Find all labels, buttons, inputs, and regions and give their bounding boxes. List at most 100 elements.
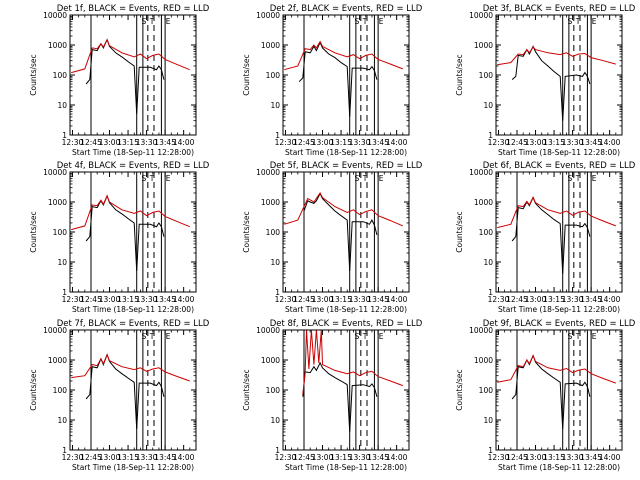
y-tick-label: 1000 bbox=[474, 198, 493, 207]
chart-panel: Det 4f, BLACK = Events, RED = LLD Counts/… bbox=[29, 161, 210, 314]
plot-frame bbox=[69, 14, 197, 136]
x-tick-label: 13:15 bbox=[117, 138, 139, 147]
y-tick-label: 100 bbox=[266, 71, 281, 80]
x-tick-label: 13:00 bbox=[99, 295, 121, 304]
x-tick-label: 13:00 bbox=[312, 295, 334, 304]
interval-marker-label: S bbox=[354, 17, 359, 26]
x-tick-label: 12:30 bbox=[488, 453, 510, 462]
y-tick-label: 1000 bbox=[261, 198, 280, 207]
chart-title: Det 9f, BLACK = Events, RED = LLD bbox=[483, 319, 636, 329]
chart-title: Det 5f, BLACK = Events, RED = LLD bbox=[270, 161, 423, 171]
interval-marker-label: T bbox=[149, 17, 155, 26]
y-axis-label: Counts/sec bbox=[242, 211, 251, 252]
y-axis-label: Counts/sec bbox=[455, 54, 464, 95]
y-tick-label: 1000 bbox=[261, 356, 280, 365]
x-tick-label: 13:30 bbox=[562, 138, 584, 147]
x-tick-label: 13:45 bbox=[580, 453, 602, 462]
chart-title: Det 3f, BLACK = Events, RED = LLD bbox=[483, 4, 636, 14]
interval-marker-label: S bbox=[567, 332, 572, 341]
x-tick-label: 13:30 bbox=[349, 295, 371, 304]
plot-frame bbox=[495, 329, 623, 451]
interval-marker-label: T bbox=[149, 332, 155, 341]
x-tick-label: 14:00 bbox=[386, 295, 408, 304]
x-tick-label: 13:45 bbox=[154, 138, 176, 147]
interval-marker-label: S bbox=[567, 174, 572, 183]
chart-panel: Det 5f, BLACK = Events, RED = LLD Counts/… bbox=[242, 161, 423, 314]
x-tick-label: 12:30 bbox=[62, 138, 84, 147]
y-tick-label: 1 bbox=[488, 288, 493, 297]
y-tick-label: 1 bbox=[62, 131, 67, 140]
interval-marker-label: T bbox=[362, 17, 368, 26]
interval-marker-label: E bbox=[379, 17, 384, 26]
interval-marker-label: S bbox=[354, 332, 359, 341]
y-tick-label: 10 bbox=[57, 416, 67, 425]
plot-area bbox=[302, 330, 403, 450]
interval-marker-label: T bbox=[575, 174, 581, 183]
chart-title: Det 1f, BLACK = Events, RED = LLD bbox=[57, 4, 210, 14]
x-tick-label: 13:15 bbox=[543, 295, 565, 304]
x-tick-label: 13:30 bbox=[562, 453, 584, 462]
y-tick-label: 10000 bbox=[43, 168, 67, 177]
events-series-line bbox=[303, 192, 378, 272]
y-tick-label: 1 bbox=[488, 131, 493, 140]
x-axis-label: Start Time (18-Sep-11 12:28:00) bbox=[498, 148, 620, 157]
y-tick-label: 100 bbox=[479, 71, 494, 80]
x-tick-label: 13:00 bbox=[525, 138, 547, 147]
interval-marker-label: E bbox=[592, 17, 597, 26]
x-tick-label: 13:00 bbox=[525, 295, 547, 304]
x-tick-label: 13:00 bbox=[99, 138, 121, 147]
y-tick-label: 10000 bbox=[469, 11, 493, 20]
y-tick-label: 100 bbox=[266, 386, 281, 395]
x-tick-label: 12:45 bbox=[293, 138, 315, 147]
x-axis-label: Start Time (18-Sep-11 12:28:00) bbox=[285, 463, 407, 472]
x-tick-label: 14:00 bbox=[599, 295, 621, 304]
y-tick-label: 1 bbox=[275, 446, 280, 455]
x-tick-label: 13:30 bbox=[136, 453, 158, 462]
y-tick-label: 10000 bbox=[256, 11, 280, 20]
y-axis-label: Counts/sec bbox=[29, 369, 38, 410]
x-axis-label: Start Time (18-Sep-11 12:28:00) bbox=[498, 463, 620, 472]
x-tick-label: 12:30 bbox=[488, 138, 510, 147]
chart-panel: Det 9f, BLACK = Events, RED = LLD Counts/… bbox=[455, 319, 636, 472]
x-axis-label: Start Time (18-Sep-11 12:28:00) bbox=[285, 305, 407, 314]
y-tick-label: 1 bbox=[62, 446, 67, 455]
plot-area bbox=[497, 15, 616, 135]
x-tick-label: 14:00 bbox=[173, 295, 195, 304]
x-tick-label: 12:30 bbox=[275, 138, 297, 147]
y-tick-label: 100 bbox=[53, 71, 68, 80]
y-tick-label: 100 bbox=[53, 386, 68, 395]
y-tick-label: 1000 bbox=[48, 356, 67, 365]
chart-title: Det 2f, BLACK = Events, RED = LLD bbox=[270, 4, 423, 14]
y-tick-label: 10 bbox=[57, 258, 67, 267]
x-tick-label: 12:45 bbox=[80, 453, 102, 462]
lld-series-line bbox=[497, 354, 616, 384]
events-series-line bbox=[511, 196, 591, 274]
plot-frame bbox=[282, 329, 410, 451]
y-tick-label: 10000 bbox=[43, 326, 67, 335]
y-tick-label: 1000 bbox=[474, 356, 493, 365]
y-tick-label: 10 bbox=[483, 258, 493, 267]
interval-marker-label: S bbox=[567, 17, 572, 26]
y-tick-label: 10000 bbox=[256, 168, 280, 177]
plot-area bbox=[497, 330, 616, 450]
y-tick-label: 10 bbox=[270, 258, 280, 267]
chart-title: Det 4f, BLACK = Events, RED = LLD bbox=[57, 161, 210, 171]
y-tick-label: 10 bbox=[270, 416, 280, 425]
x-tick-label: 13:15 bbox=[543, 453, 565, 462]
interval-marker-label: S bbox=[141, 174, 146, 183]
x-tick-label: 14:00 bbox=[386, 138, 408, 147]
x-tick-label: 13:15 bbox=[117, 453, 139, 462]
x-tick-label: 13:30 bbox=[349, 138, 371, 147]
interval-marker-label: E bbox=[166, 332, 171, 341]
x-tick-label: 13:30 bbox=[136, 138, 158, 147]
y-axis-label: Counts/sec bbox=[455, 211, 464, 252]
x-tick-label: 13:00 bbox=[525, 453, 547, 462]
y-tick-label: 10 bbox=[57, 101, 67, 110]
x-tick-label: 12:30 bbox=[488, 295, 510, 304]
chart-panel: Det 2f, BLACK = Events, RED = LLD Counts/… bbox=[242, 4, 423, 157]
x-tick-label: 12:45 bbox=[506, 295, 528, 304]
events-series-line bbox=[85, 353, 165, 430]
x-tick-label: 13:45 bbox=[580, 295, 602, 304]
interval-marker-label: E bbox=[166, 174, 171, 183]
